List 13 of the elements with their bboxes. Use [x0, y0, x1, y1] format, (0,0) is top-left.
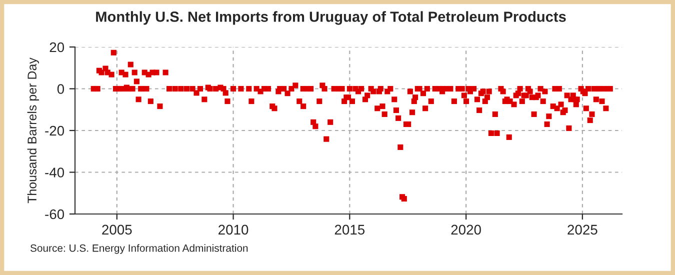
x-tick-label: 2005 [102, 224, 132, 235]
y-tick-label: -60 [45, 209, 64, 220]
y-tick-label: -40 [45, 168, 64, 178]
y-tick-label: 0 [57, 84, 64, 94]
x-tick-label: 2020 [451, 224, 481, 235]
y-tick-label: -20 [45, 126, 64, 136]
chart-title: Monthly U.S. Net Imports from Uruguay of Total Petroleum Products [96, 11, 566, 25]
x-tick-label: 2015 [334, 224, 365, 235]
x-tick-label: 2025 [568, 224, 598, 235]
y-tick-label: 20 [50, 42, 64, 52]
y-axis-title: Thousand Barrels per Day [27, 58, 39, 204]
x-tick-label: 2010 [218, 224, 248, 235]
source-note: Source: U.S. Energy Information Administration [30, 244, 248, 254]
